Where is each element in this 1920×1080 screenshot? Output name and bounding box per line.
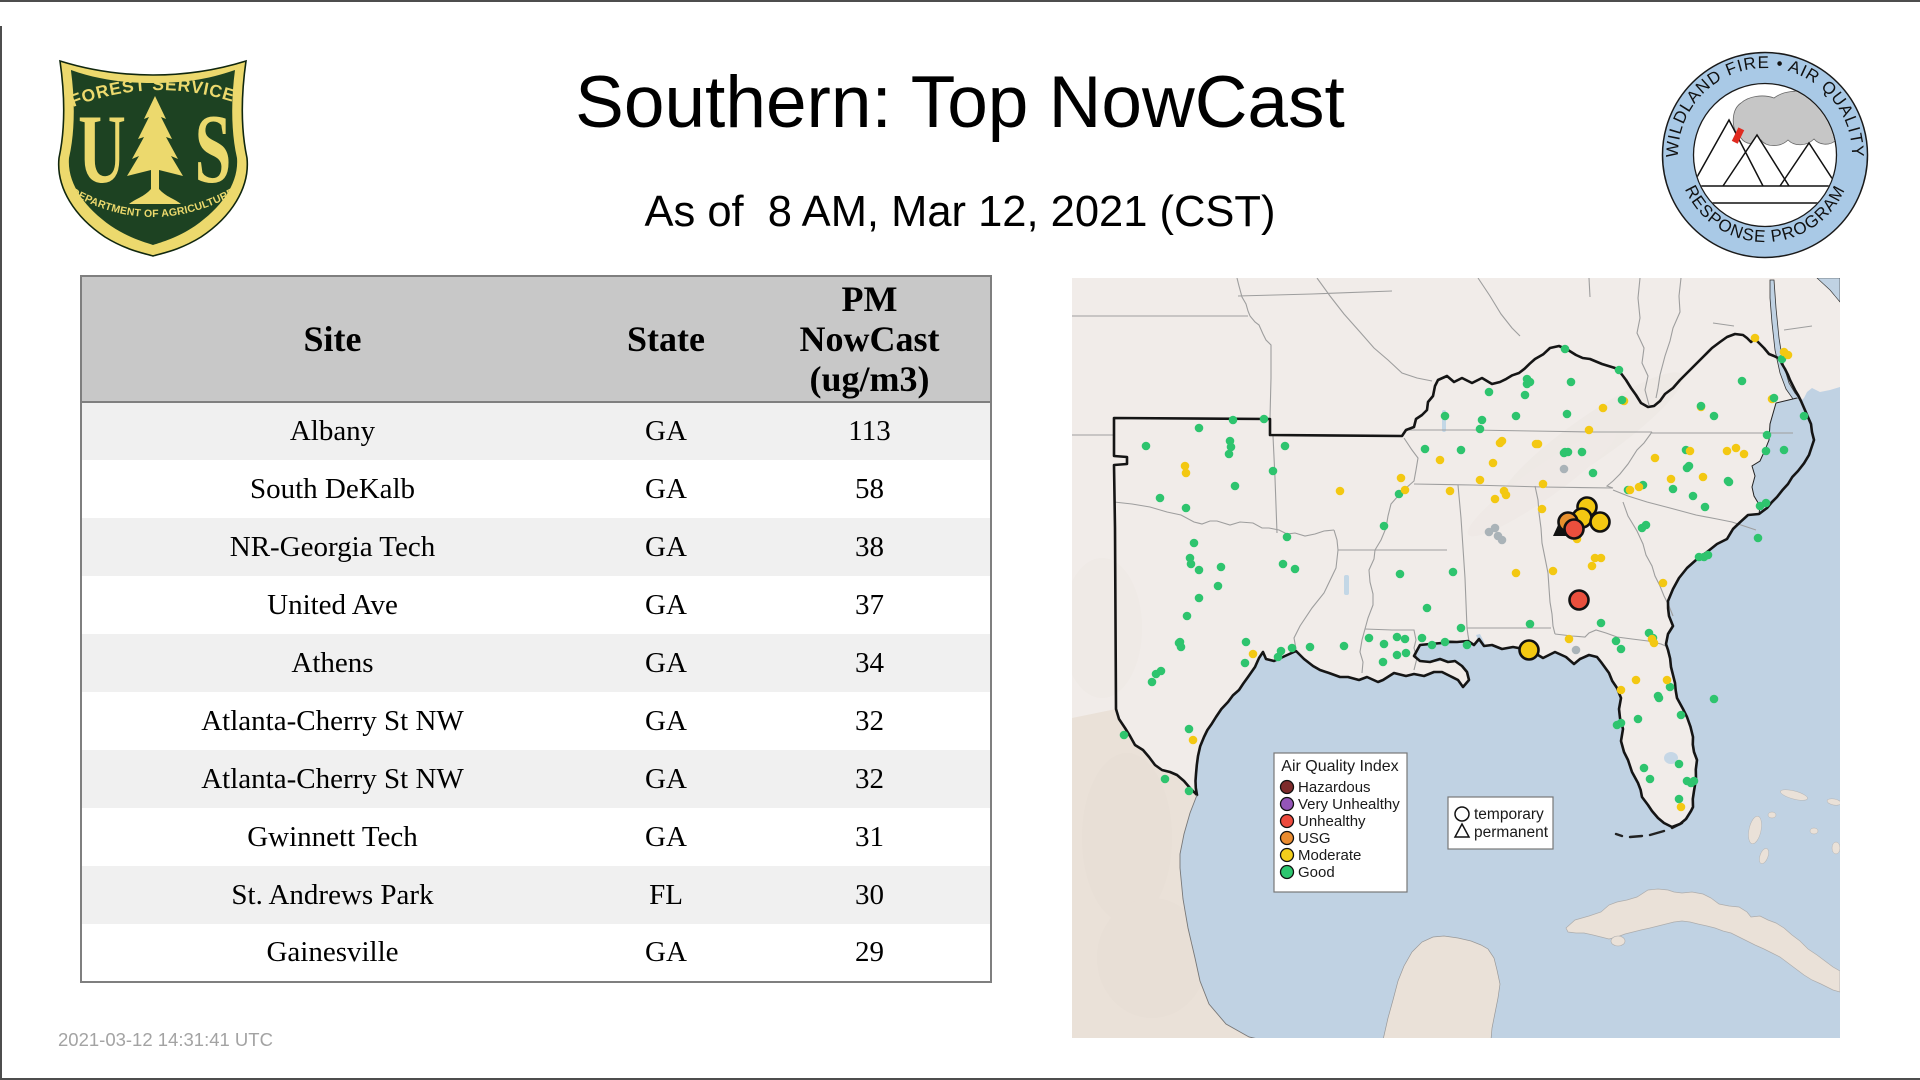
svg-text:S: S bbox=[195, 95, 232, 204]
svg-text:USG: USG bbox=[1298, 830, 1331, 847]
svg-text:U: U bbox=[78, 95, 126, 204]
svg-text:permanent: permanent bbox=[1474, 824, 1549, 841]
svg-text:Good: Good bbox=[1298, 864, 1335, 881]
svg-text:Very Unhealthy: Very Unhealthy bbox=[1298, 796, 1400, 813]
svg-text:Moderate: Moderate bbox=[1298, 847, 1361, 864]
svg-text:Hazardous: Hazardous bbox=[1298, 779, 1371, 796]
svg-text:Unhealthy: Unhealthy bbox=[1298, 813, 1366, 830]
svg-text:temporary: temporary bbox=[1474, 806, 1544, 823]
svg-text:Air Quality Index: Air Quality Index bbox=[1281, 758, 1398, 775]
